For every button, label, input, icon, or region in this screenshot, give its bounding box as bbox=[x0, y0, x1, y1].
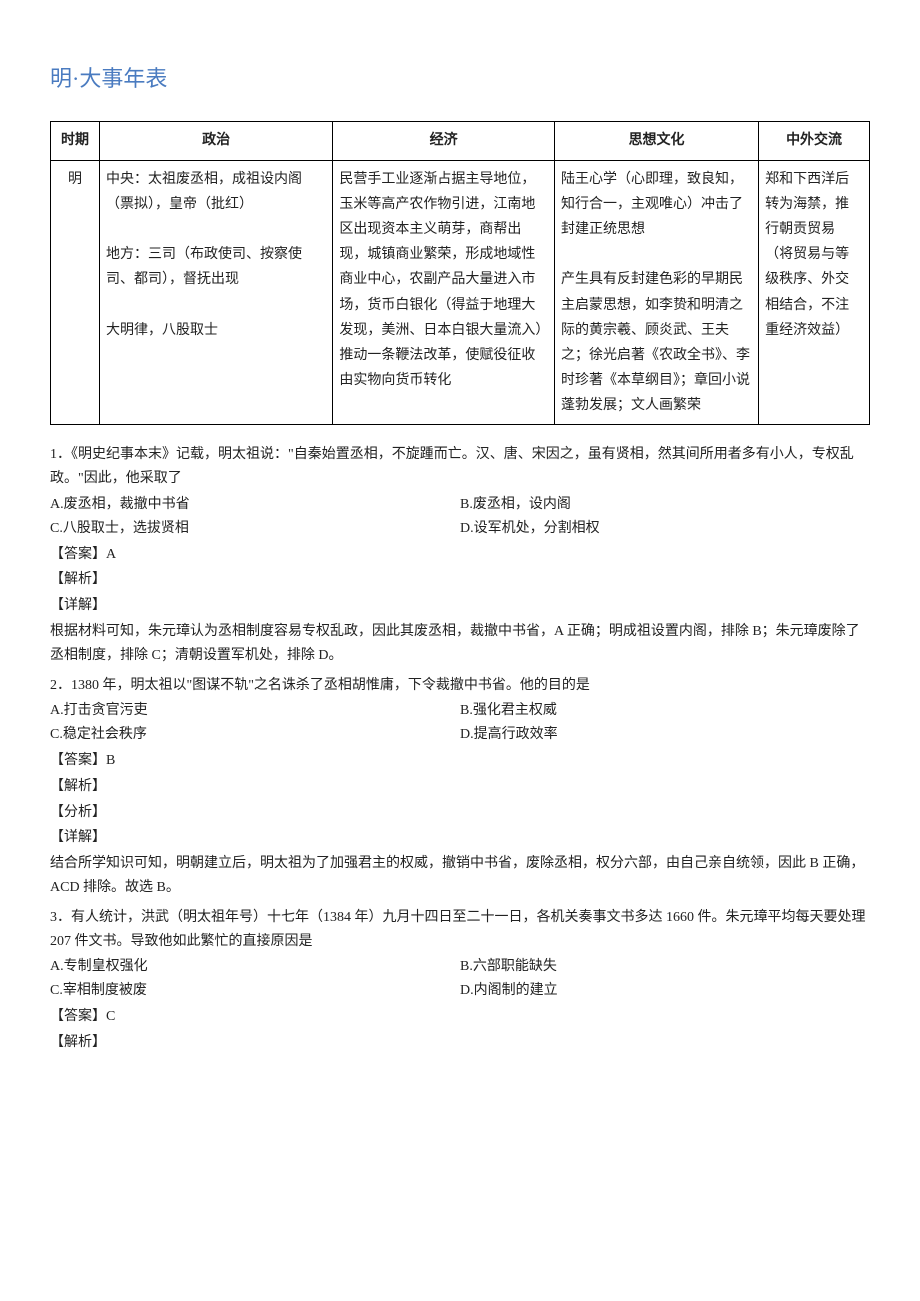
q1-explain: 根据材料可知，朱元璋认为丞相制度容易专权乱政，因此其废丞相，裁撤中书省，A 正确… bbox=[50, 620, 870, 668]
q1-opt-b: B.废丞相，设内阁 bbox=[460, 493, 870, 517]
cell-exchange: 郑和下西洋后转为海禁，推行朝贡贸易（将贸易与等级秩序、外交相结合，不注重经济效益… bbox=[759, 160, 870, 425]
q1-num: 1 bbox=[50, 447, 57, 462]
q2-opt-d: D.提高行政效率 bbox=[460, 723, 870, 747]
question-3-stem: 3．有人统计，洪武（明太祖年号）十七年（1384 年）九月十四日至二十一日，各机… bbox=[50, 906, 870, 954]
q3-opt-a: A.专制皇权强化 bbox=[50, 955, 460, 979]
q3-opt-b: B.六部职能缺失 bbox=[460, 955, 870, 979]
q3-num: 3 bbox=[50, 910, 57, 925]
page-title: 明·大事年表 bbox=[50, 60, 870, 97]
q3-opt-c: C.宰相制度被废 bbox=[50, 979, 460, 1003]
th-culture: 思想文化 bbox=[554, 122, 758, 160]
question-1-stem: 1．《明史纪事本末》记载，明太祖说："自秦始置丞相，不旋踵而亡。汉、唐、宋因之，… bbox=[50, 443, 870, 491]
q2-xiangjie: 【详解】 bbox=[50, 826, 870, 850]
table-header-row: 时期 政治 经济 思想文化 中外交流 bbox=[51, 122, 870, 160]
cell-period: 明 bbox=[51, 160, 100, 425]
q3-jiexi: 【解析】 bbox=[50, 1031, 870, 1055]
q2-fenxi: 【分析】 bbox=[50, 801, 870, 825]
q3-opt-d: D.内阁制的建立 bbox=[460, 979, 870, 1003]
th-politics: 政治 bbox=[100, 122, 333, 160]
q1-text: ．《明史纪事本末》记载，明太祖说："自秦始置丞相，不旋踵而亡。汉、唐、宋因之，虽… bbox=[50, 447, 854, 486]
table-row: 明 中央：太祖废丞相，成祖设内阁（票拟），皇帝（批红） 地方：三司（布政使司、按… bbox=[51, 160, 870, 425]
q2-opt-b: B.强化君主权威 bbox=[460, 699, 870, 723]
th-economy: 经济 bbox=[333, 122, 555, 160]
q2-opt-a: A.打击贪官污吏 bbox=[50, 699, 460, 723]
q1-opt-a: A.废丞相，裁撤中书省 bbox=[50, 493, 460, 517]
timeline-table: 时期 政治 经济 思想文化 中外交流 明 中央：太祖废丞相，成祖设内阁（票拟），… bbox=[50, 121, 870, 425]
q2-jiexi: 【解析】 bbox=[50, 775, 870, 799]
question-3-options: A.专制皇权强化 B.六部职能缺失 C.宰相制度被废 D.内阁制的建立 bbox=[50, 955, 870, 1003]
q3-answer: 【答案】C bbox=[50, 1005, 870, 1029]
question-1-options: A.废丞相，裁撤中书省 B.废丞相，设内阁 C.八股取士，选拔贤相 D.设军机处… bbox=[50, 493, 870, 541]
q2-explain: 结合所学知识可知，明朝建立后，明太祖为了加强君主的权威，撤销中书省，废除丞相，权… bbox=[50, 852, 870, 900]
q3-text: ．有人统计，洪武（明太祖年号）十七年（1384 年）九月十四日至二十一日，各机关… bbox=[50, 910, 866, 949]
q2-num: 2 bbox=[50, 678, 57, 693]
cell-economy: 民营手工业逐渐占据主导地位，玉米等高产农作物引进，江南地区出现资本主义萌芽，商帮… bbox=[333, 160, 555, 425]
q2-text: ．1380 年，明太祖以"图谋不轨"之名诛杀了丞相胡惟庸，下令裁撤中书省。他的目… bbox=[57, 678, 590, 693]
q1-answer: 【答案】A bbox=[50, 543, 870, 567]
q1-opt-d: D.设军机处，分割相权 bbox=[460, 517, 870, 541]
th-exchange: 中外交流 bbox=[759, 122, 870, 160]
question-2-stem: 2．1380 年，明太祖以"图谋不轨"之名诛杀了丞相胡惟庸，下令裁撤中书省。他的… bbox=[50, 674, 870, 698]
q2-opt-c: C.稳定社会秩序 bbox=[50, 723, 460, 747]
q1-opt-c: C.八股取士，选拔贤相 bbox=[50, 517, 460, 541]
q1-jiexi: 【解析】 bbox=[50, 568, 870, 592]
q1-xiangjie: 【详解】 bbox=[50, 594, 870, 618]
cell-politics: 中央：太祖废丞相，成祖设内阁（票拟），皇帝（批红） 地方：三司（布政使司、按察使… bbox=[100, 160, 333, 425]
question-2-options: A.打击贪官污吏 B.强化君主权威 C.稳定社会秩序 D.提高行政效率 bbox=[50, 699, 870, 747]
q2-answer: 【答案】B bbox=[50, 749, 870, 773]
th-period: 时期 bbox=[51, 122, 100, 160]
cell-culture: 陆王心学（心即理，致良知，知行合一，主观唯心）冲击了封建正统思想 产生具有反封建… bbox=[554, 160, 758, 425]
